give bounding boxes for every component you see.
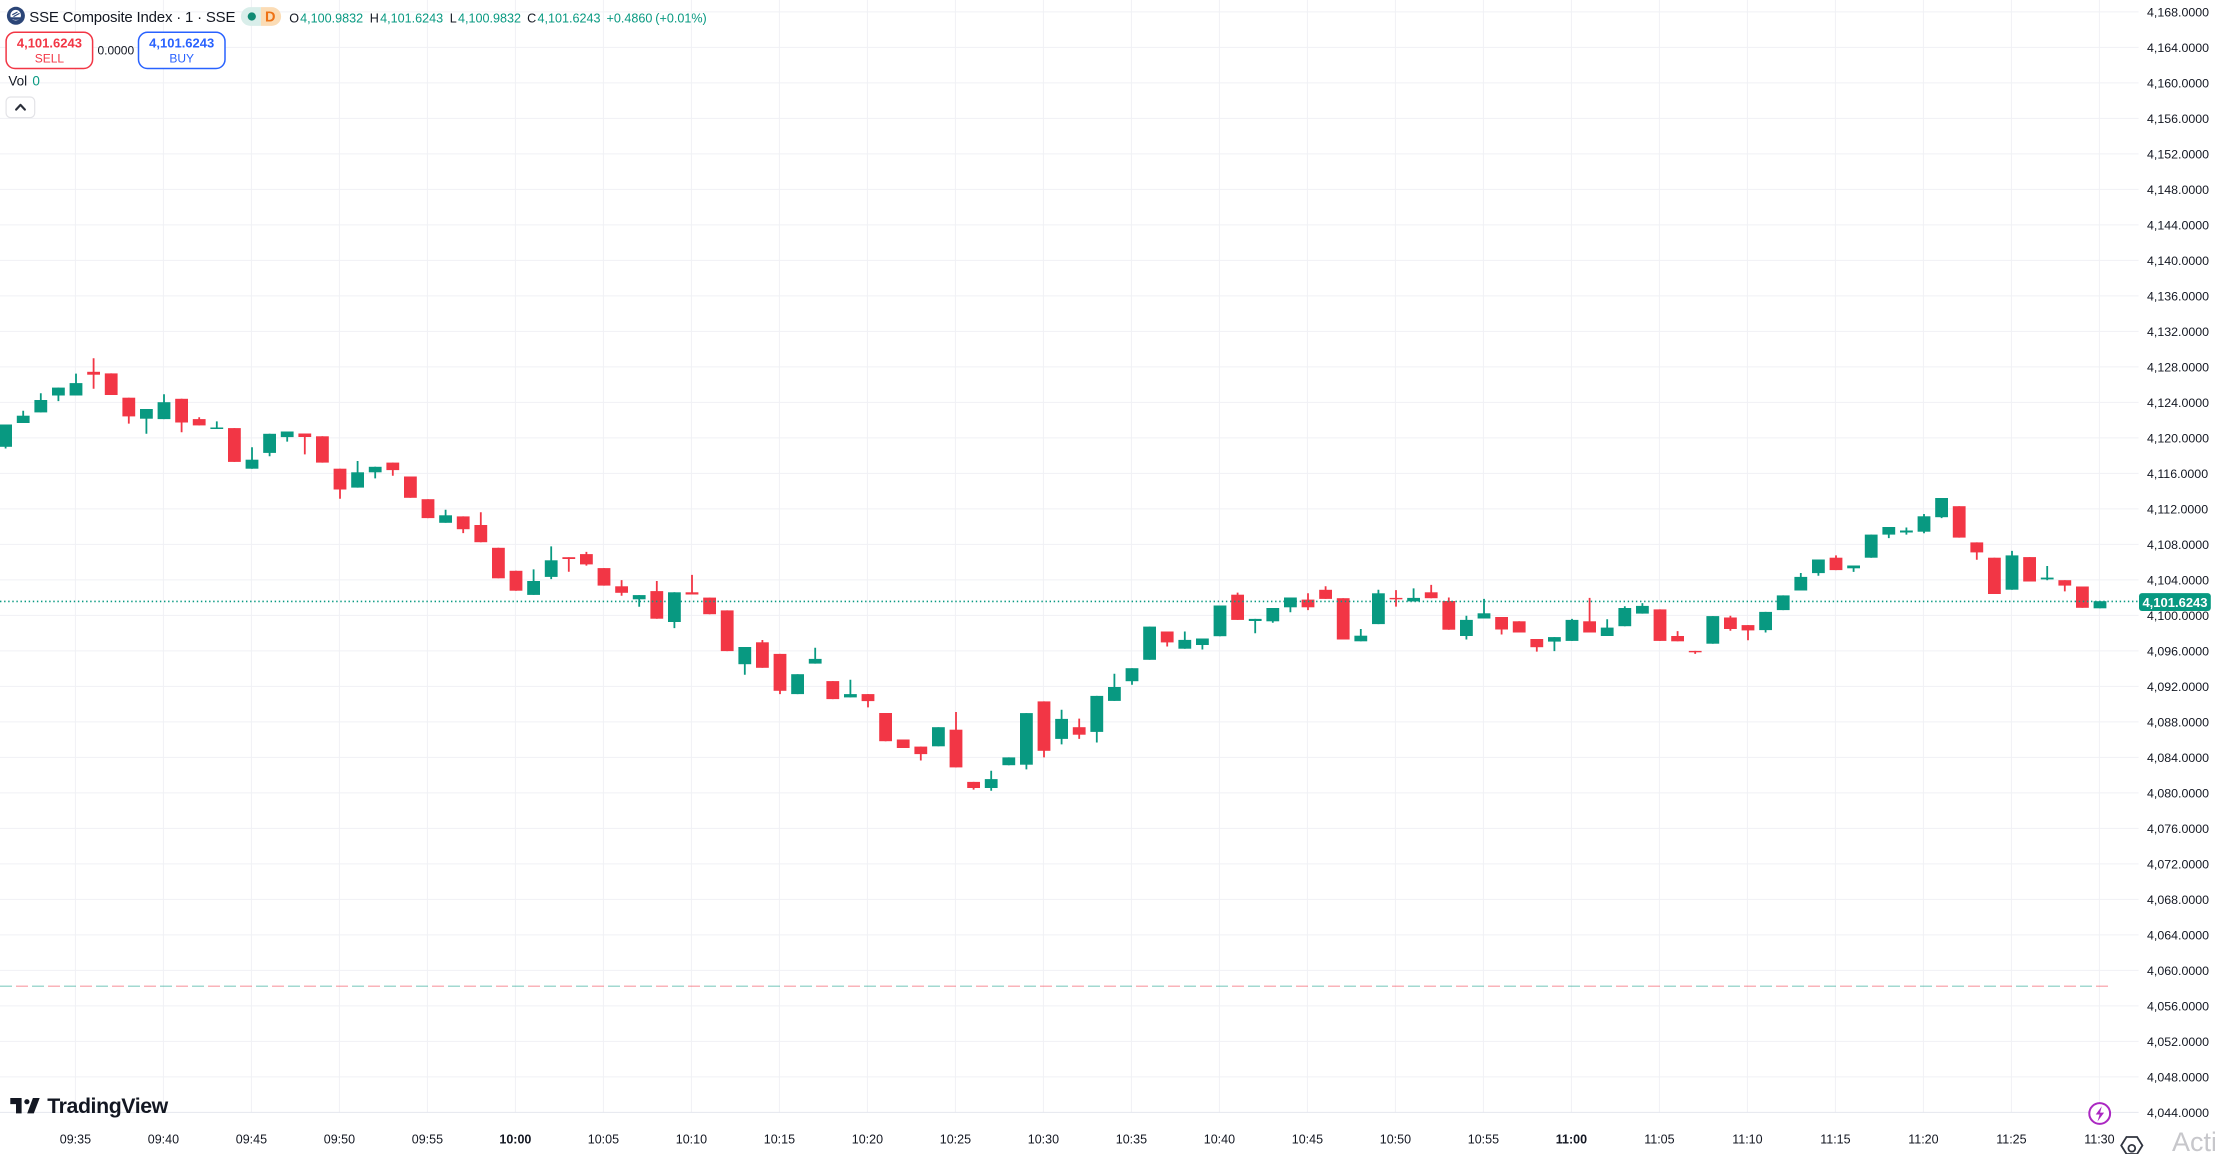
svg-text:4,124.0000: 4,124.0000	[2147, 396, 2209, 410]
svg-text:09:35: 09:35	[60, 1133, 91, 1147]
svg-text:11:10: 11:10	[1732, 1133, 1762, 1147]
svg-text:4,108.0000: 4,108.0000	[2147, 538, 2209, 552]
svg-text:4,112.0000: 4,112.0000	[2147, 502, 2208, 516]
svg-text:10:35: 10:35	[1116, 1133, 1147, 1147]
svg-text:4,056.0000: 4,056.0000	[2147, 999, 2209, 1013]
svg-text:4,084.0000: 4,084.0000	[2147, 751, 2209, 765]
svg-text:4,156.0000: 4,156.0000	[2147, 112, 2209, 126]
svg-text:11:05: 11:05	[1644, 1133, 1674, 1147]
svg-text:10:00: 10:00	[499, 1133, 531, 1147]
svg-text:SSE Composite Index · 1 · SSE: SSE Composite Index · 1 · SSE	[29, 9, 235, 26]
svg-text:10:20: 10:20	[852, 1133, 883, 1147]
svg-text:4,144.0000: 4,144.0000	[2147, 218, 2209, 232]
svg-text:11:30: 11:30	[2084, 1133, 2114, 1147]
svg-text:4,068.0000: 4,068.0000	[2147, 893, 2209, 907]
svg-text:D: D	[265, 9, 275, 25]
svg-text:09:55: 09:55	[412, 1133, 443, 1147]
svg-text:09:45: 09:45	[236, 1133, 267, 1147]
svg-text:4,072.0000: 4,072.0000	[2147, 857, 2209, 871]
svg-text:4,080.0000: 4,080.0000	[2147, 786, 2209, 800]
svg-text:Activ: Activ	[2172, 1127, 2215, 1154]
svg-text:4,101.6243: 4,101.6243	[149, 35, 214, 50]
svg-text:4,164.0000: 4,164.0000	[2147, 41, 2209, 55]
svg-text:09:40: 09:40	[148, 1133, 179, 1147]
svg-text:(+0.01%): (+0.01%)	[655, 11, 706, 25]
svg-text:4,116.0000: 4,116.0000	[2147, 467, 2208, 481]
svg-text:4,100.9832: 4,100.9832	[458, 11, 521, 25]
svg-text:4,100.9832: 4,100.9832	[300, 11, 363, 25]
svg-text:4,064.0000: 4,064.0000	[2147, 928, 2209, 942]
svg-text:0: 0	[32, 74, 40, 89]
svg-text:4,104.0000: 4,104.0000	[2147, 573, 2209, 587]
svg-text:4,160.0000: 4,160.0000	[2147, 76, 2209, 90]
svg-text:4,096.0000: 4,096.0000	[2147, 644, 2209, 658]
svg-text:10:50: 10:50	[1380, 1133, 1411, 1147]
svg-text:Vol: Vol	[8, 74, 27, 89]
svg-text:4,152.0000: 4,152.0000	[2147, 147, 2209, 161]
svg-text:4,101.6243: 4,101.6243	[538, 11, 601, 25]
svg-text:BUY: BUY	[169, 51, 194, 65]
svg-text:10:05: 10:05	[588, 1133, 619, 1147]
svg-text:H: H	[370, 11, 379, 25]
svg-text:10:45: 10:45	[1292, 1133, 1323, 1147]
svg-text:4,092.0000: 4,092.0000	[2147, 680, 2209, 694]
svg-text:4,048.0000: 4,048.0000	[2147, 1070, 2209, 1084]
svg-text:4,044.0000: 4,044.0000	[2147, 1106, 2209, 1120]
svg-text:10:15: 10:15	[764, 1133, 795, 1147]
svg-text:C: C	[527, 11, 536, 25]
svg-text:4,101.6243: 4,101.6243	[17, 35, 82, 50]
svg-text:4,140.0000: 4,140.0000	[2147, 254, 2209, 268]
svg-text:+0.4860: +0.4860	[607, 11, 653, 25]
svg-text:09:50: 09:50	[324, 1133, 355, 1147]
svg-text:4,088.0000: 4,088.0000	[2147, 715, 2209, 729]
svg-text:4,100.0000: 4,100.0000	[2147, 609, 2209, 623]
svg-text:11:25: 11:25	[1996, 1133, 2026, 1147]
svg-text:10:10: 10:10	[676, 1133, 707, 1147]
svg-text:4,120.0000: 4,120.0000	[2147, 431, 2209, 445]
svg-text:4,128.0000: 4,128.0000	[2147, 360, 2209, 374]
svg-text:SELL: SELL	[35, 51, 65, 65]
svg-text:0.0000: 0.0000	[97, 44, 134, 58]
svg-text:10:25: 10:25	[940, 1133, 971, 1147]
svg-text:L: L	[450, 11, 457, 25]
svg-text:10:55: 10:55	[1468, 1133, 1499, 1147]
svg-text:11:15: 11:15	[1820, 1133, 1850, 1147]
svg-text:4,136.0000: 4,136.0000	[2147, 289, 2209, 303]
svg-text:11:00: 11:00	[1556, 1133, 1587, 1147]
svg-text:O: O	[289, 11, 299, 25]
svg-text:TradingView: TradingView	[47, 1094, 168, 1118]
svg-text:4,148.0000: 4,148.0000	[2147, 183, 2209, 197]
svg-text:4,052.0000: 4,052.0000	[2147, 1035, 2209, 1049]
svg-text:10:30: 10:30	[1028, 1133, 1059, 1147]
svg-text:4,132.0000: 4,132.0000	[2147, 325, 2209, 339]
svg-text:4,076.0000: 4,076.0000	[2147, 822, 2209, 836]
svg-text:4,101.6243: 4,101.6243	[380, 11, 443, 25]
svg-text:10:40: 10:40	[1204, 1133, 1235, 1147]
svg-text:4,168.0000: 4,168.0000	[2147, 5, 2209, 19]
svg-text:4,101.6243: 4,101.6243	[2142, 595, 2207, 610]
svg-text:11:20: 11:20	[1908, 1133, 1938, 1147]
svg-text:4,060.0000: 4,060.0000	[2147, 964, 2209, 978]
